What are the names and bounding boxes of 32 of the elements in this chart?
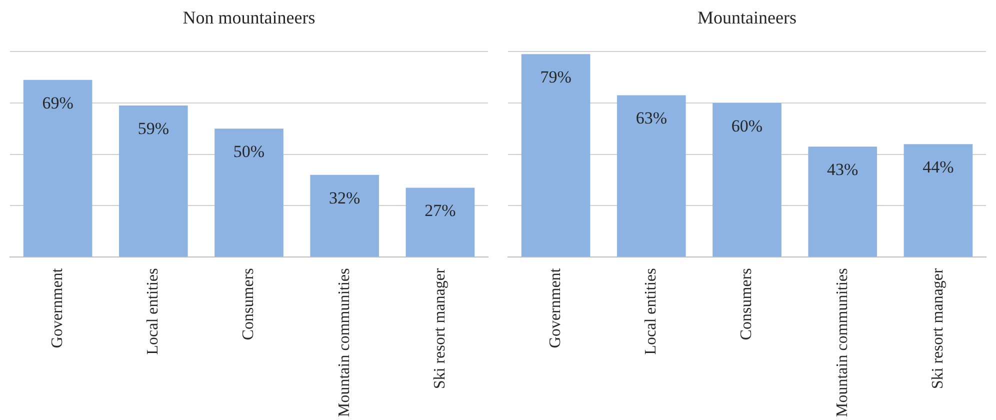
data-label: 60%: [731, 116, 763, 136]
data-label: 50%: [233, 142, 265, 162]
x-tick-label: Ski resort manager: [431, 267, 448, 389]
x-tick-label: Ski resort manager: [929, 267, 946, 389]
x-tick-label: Consumers: [738, 268, 756, 340]
x-tick-label: Mountain communities: [834, 268, 851, 417]
bar: [808, 146, 878, 257]
data-label: 69%: [42, 93, 74, 112]
bar: [904, 144, 973, 257]
bar: [406, 188, 475, 257]
bar: [712, 102, 782, 257]
bar: [118, 106, 188, 257]
data-label: 44%: [922, 158, 954, 177]
x-tick-label: Local entities: [642, 268, 660, 355]
data-label: 27%: [424, 201, 456, 220]
bar: [23, 80, 92, 257]
data-label: 63%: [636, 108, 667, 128]
data-label: 43%: [827, 160, 858, 180]
bar: [214, 128, 284, 257]
bar: [616, 95, 686, 257]
x-tick-label: Mountain communities: [336, 268, 353, 417]
x-tick-label: Government: [49, 268, 66, 348]
bar: [521, 54, 590, 257]
x-tick-label: Local entities: [144, 268, 162, 355]
data-label: 79%: [540, 68, 572, 87]
x-tick-label: Government: [547, 268, 564, 348]
data-label: 59%: [138, 119, 169, 138]
data-label: 32%: [329, 188, 360, 208]
chart-title: Non mountaineers: [182, 8, 316, 28]
x-tick-label: Consumers: [240, 268, 258, 340]
bar: [310, 174, 380, 257]
chart-title: Mountaineers: [698, 8, 796, 28]
